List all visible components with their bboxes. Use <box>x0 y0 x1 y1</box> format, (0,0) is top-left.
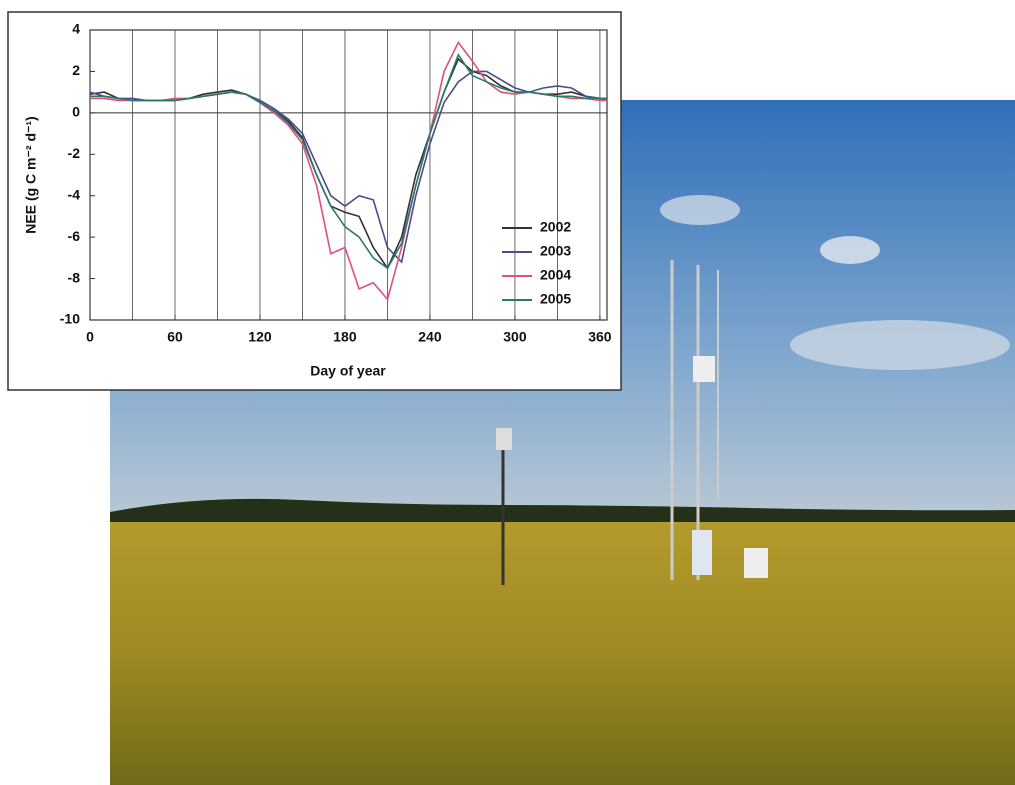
y-tick-label: 0 <box>72 104 80 120</box>
legend-label: 2004 <box>540 267 571 283</box>
y-tick-label: 2 <box>72 62 80 78</box>
screen: Day of year NEE (g C m⁻² d⁻¹) 0 60 120 180 2… <box>0 0 1015 785</box>
x-tick-label: 0 <box>86 329 94 345</box>
y-tick-label: 4 <box>72 21 80 37</box>
legend-label: 2003 <box>540 243 571 259</box>
x-tick-label: 60 <box>167 329 183 345</box>
legend-label: 2005 <box>540 291 571 307</box>
y-tick-label: -10 <box>60 311 80 327</box>
plot: 0 60 120 180 240 300 360 -10 -8 -6 -4 -2 0 2 4 2002 2003… <box>60 21 612 345</box>
x-tick-label: 120 <box>248 329 272 345</box>
y-axis-label: NEE (g C m⁻² d⁻¹) <box>23 116 39 233</box>
y-tick-label: -2 <box>68 145 81 161</box>
y-tick-label: -8 <box>68 269 81 285</box>
x-tick-label: 180 <box>333 329 357 345</box>
x-tick-label: 300 <box>503 329 527 345</box>
x-axis-label: Day of year <box>310 363 386 379</box>
y-tick-label: -4 <box>68 186 81 202</box>
x-tick-label: 360 <box>588 329 612 345</box>
y-tick-label: -6 <box>68 228 81 244</box>
x-tick-label: 240 <box>418 329 442 345</box>
legend-label: 2002 <box>540 219 571 235</box>
